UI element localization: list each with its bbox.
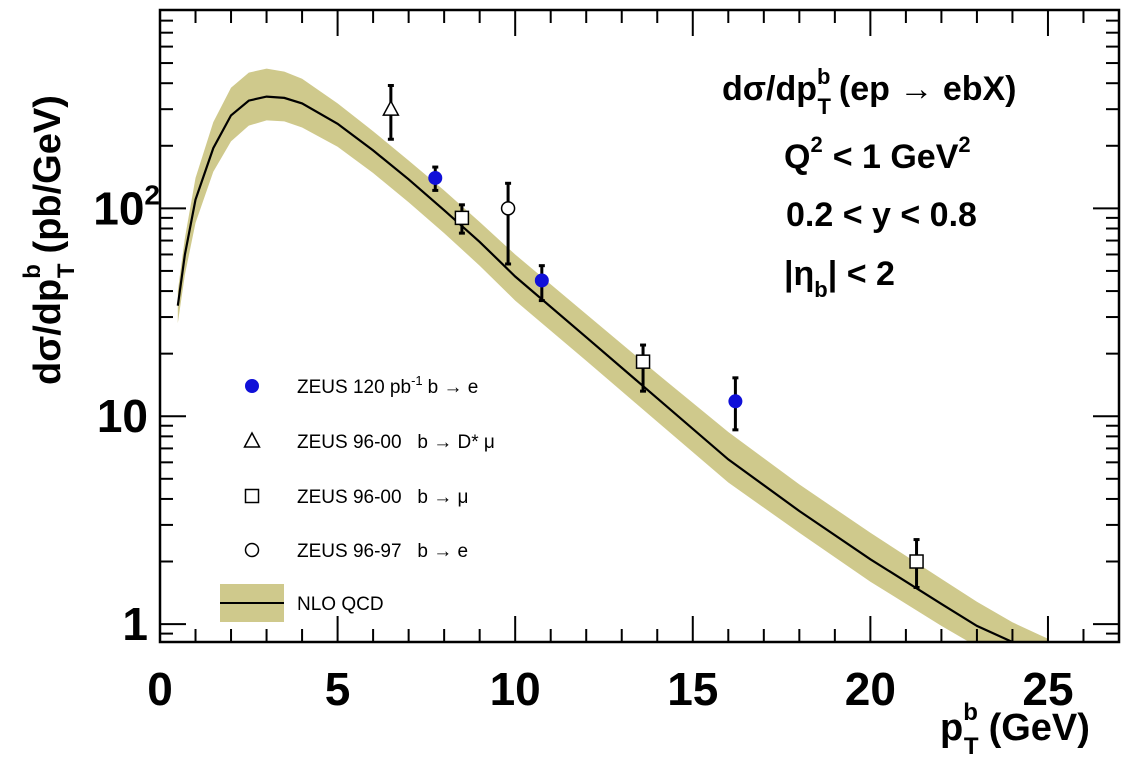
x-axis-title: pb T (GeV): [940, 699, 1090, 760]
data-point-open-square: [454, 210, 470, 226]
data-point-filled-circle-mark: [534, 273, 549, 288]
x-tick-label: 10: [490, 663, 541, 715]
x-tick-label: 15: [667, 663, 718, 715]
data-points-layer: [382, 83, 924, 589]
y-axis-title: dσ/dpb T(pb/GeV): [19, 95, 80, 385]
y-tick-label: 1: [122, 598, 148, 650]
legend-marker-filled-circle-mark: [245, 379, 259, 393]
annotation-line-3: 0.2 < y < 0.8: [786, 196, 977, 234]
data-point-open-square-mark: [454, 210, 470, 226]
legend-marker-open-triangle: [243, 431, 261, 448]
legend-marker-open-square-mark: [244, 488, 260, 504]
legend-label-zeus-96-00-mu: ZEUS 96-00 b → μ: [297, 487, 468, 508]
legend: ZEUS 120 pb-1 b → e ZEUS 96-00 b → D* μ Z…: [220, 373, 495, 622]
annotation-line-4: |ηb| < 2: [784, 255, 895, 302]
data-point-filled-circle: [428, 170, 443, 185]
legend-label-zeus-96-00-dstar: ZEUS 96-00 b → D* μ: [297, 432, 495, 453]
data-point-open-square-mark: [909, 554, 924, 569]
x-tick-label: 20: [845, 663, 896, 715]
data-point-open-triangle: [382, 99, 400, 116]
data-point-open-circle-mark: [500, 201, 516, 216]
nlo-central-line: [176, 95, 1016, 642]
x-tick-label: 5: [325, 663, 351, 715]
y-tick-label: 10: [97, 390, 148, 442]
data-point-filled-circle-mark: [428, 170, 443, 185]
nlo-band-layer: [176, 68, 1048, 642]
legend-label-zeus-120: ZEUS 120 pb-1 b → e: [297, 373, 478, 398]
annotation-line-1: dσ/dpb T (ep → ebX): [722, 64, 1017, 119]
data-point-open-square: [909, 554, 924, 569]
legend-marker-open-circle-mark: [244, 542, 260, 558]
data-point-open-square-mark: [635, 354, 651, 369]
data-point-filled-circle: [728, 394, 743, 409]
annotation-block: dσ/dpb T (ep → ebX) Q2 < 1 GeV2 0.2 < y < 0…: [722, 64, 1017, 302]
x-tick-label: 25: [1022, 663, 1073, 715]
legend-label-zeus-96-97: ZEUS 96-97 b → e: [297, 541, 468, 562]
nlo-band: [177, 68, 1048, 642]
legend-label-nlo-qcd: NLO QCD: [297, 594, 384, 615]
annotation-line-2: Q2 < 1 GeV2: [784, 132, 971, 176]
x-tick-label: 0: [147, 663, 173, 715]
legend-marker-open-circle: [244, 542, 260, 558]
data-point-open-square: [635, 354, 651, 369]
y-tick-label: 102: [93, 179, 160, 234]
legend-marker-open-square: [244, 488, 260, 504]
plot-frame: [158, 8, 1121, 644]
legend-marker-open-triangle-mark: [243, 431, 261, 448]
legend-marker-filled-circle: [245, 379, 259, 393]
data-point-open-circle: [500, 201, 516, 216]
data-point-filled-circle: [534, 273, 549, 288]
axis-titles: pb T (GeV) dσ/dpb T(pb/GeV): [19, 95, 1090, 760]
axes-layer: 0 5 10 15 20 25 1 10 102: [93, 8, 1121, 715]
data-point-filled-circle-mark: [728, 394, 743, 409]
data-point-open-triangle-mark: [382, 99, 400, 116]
